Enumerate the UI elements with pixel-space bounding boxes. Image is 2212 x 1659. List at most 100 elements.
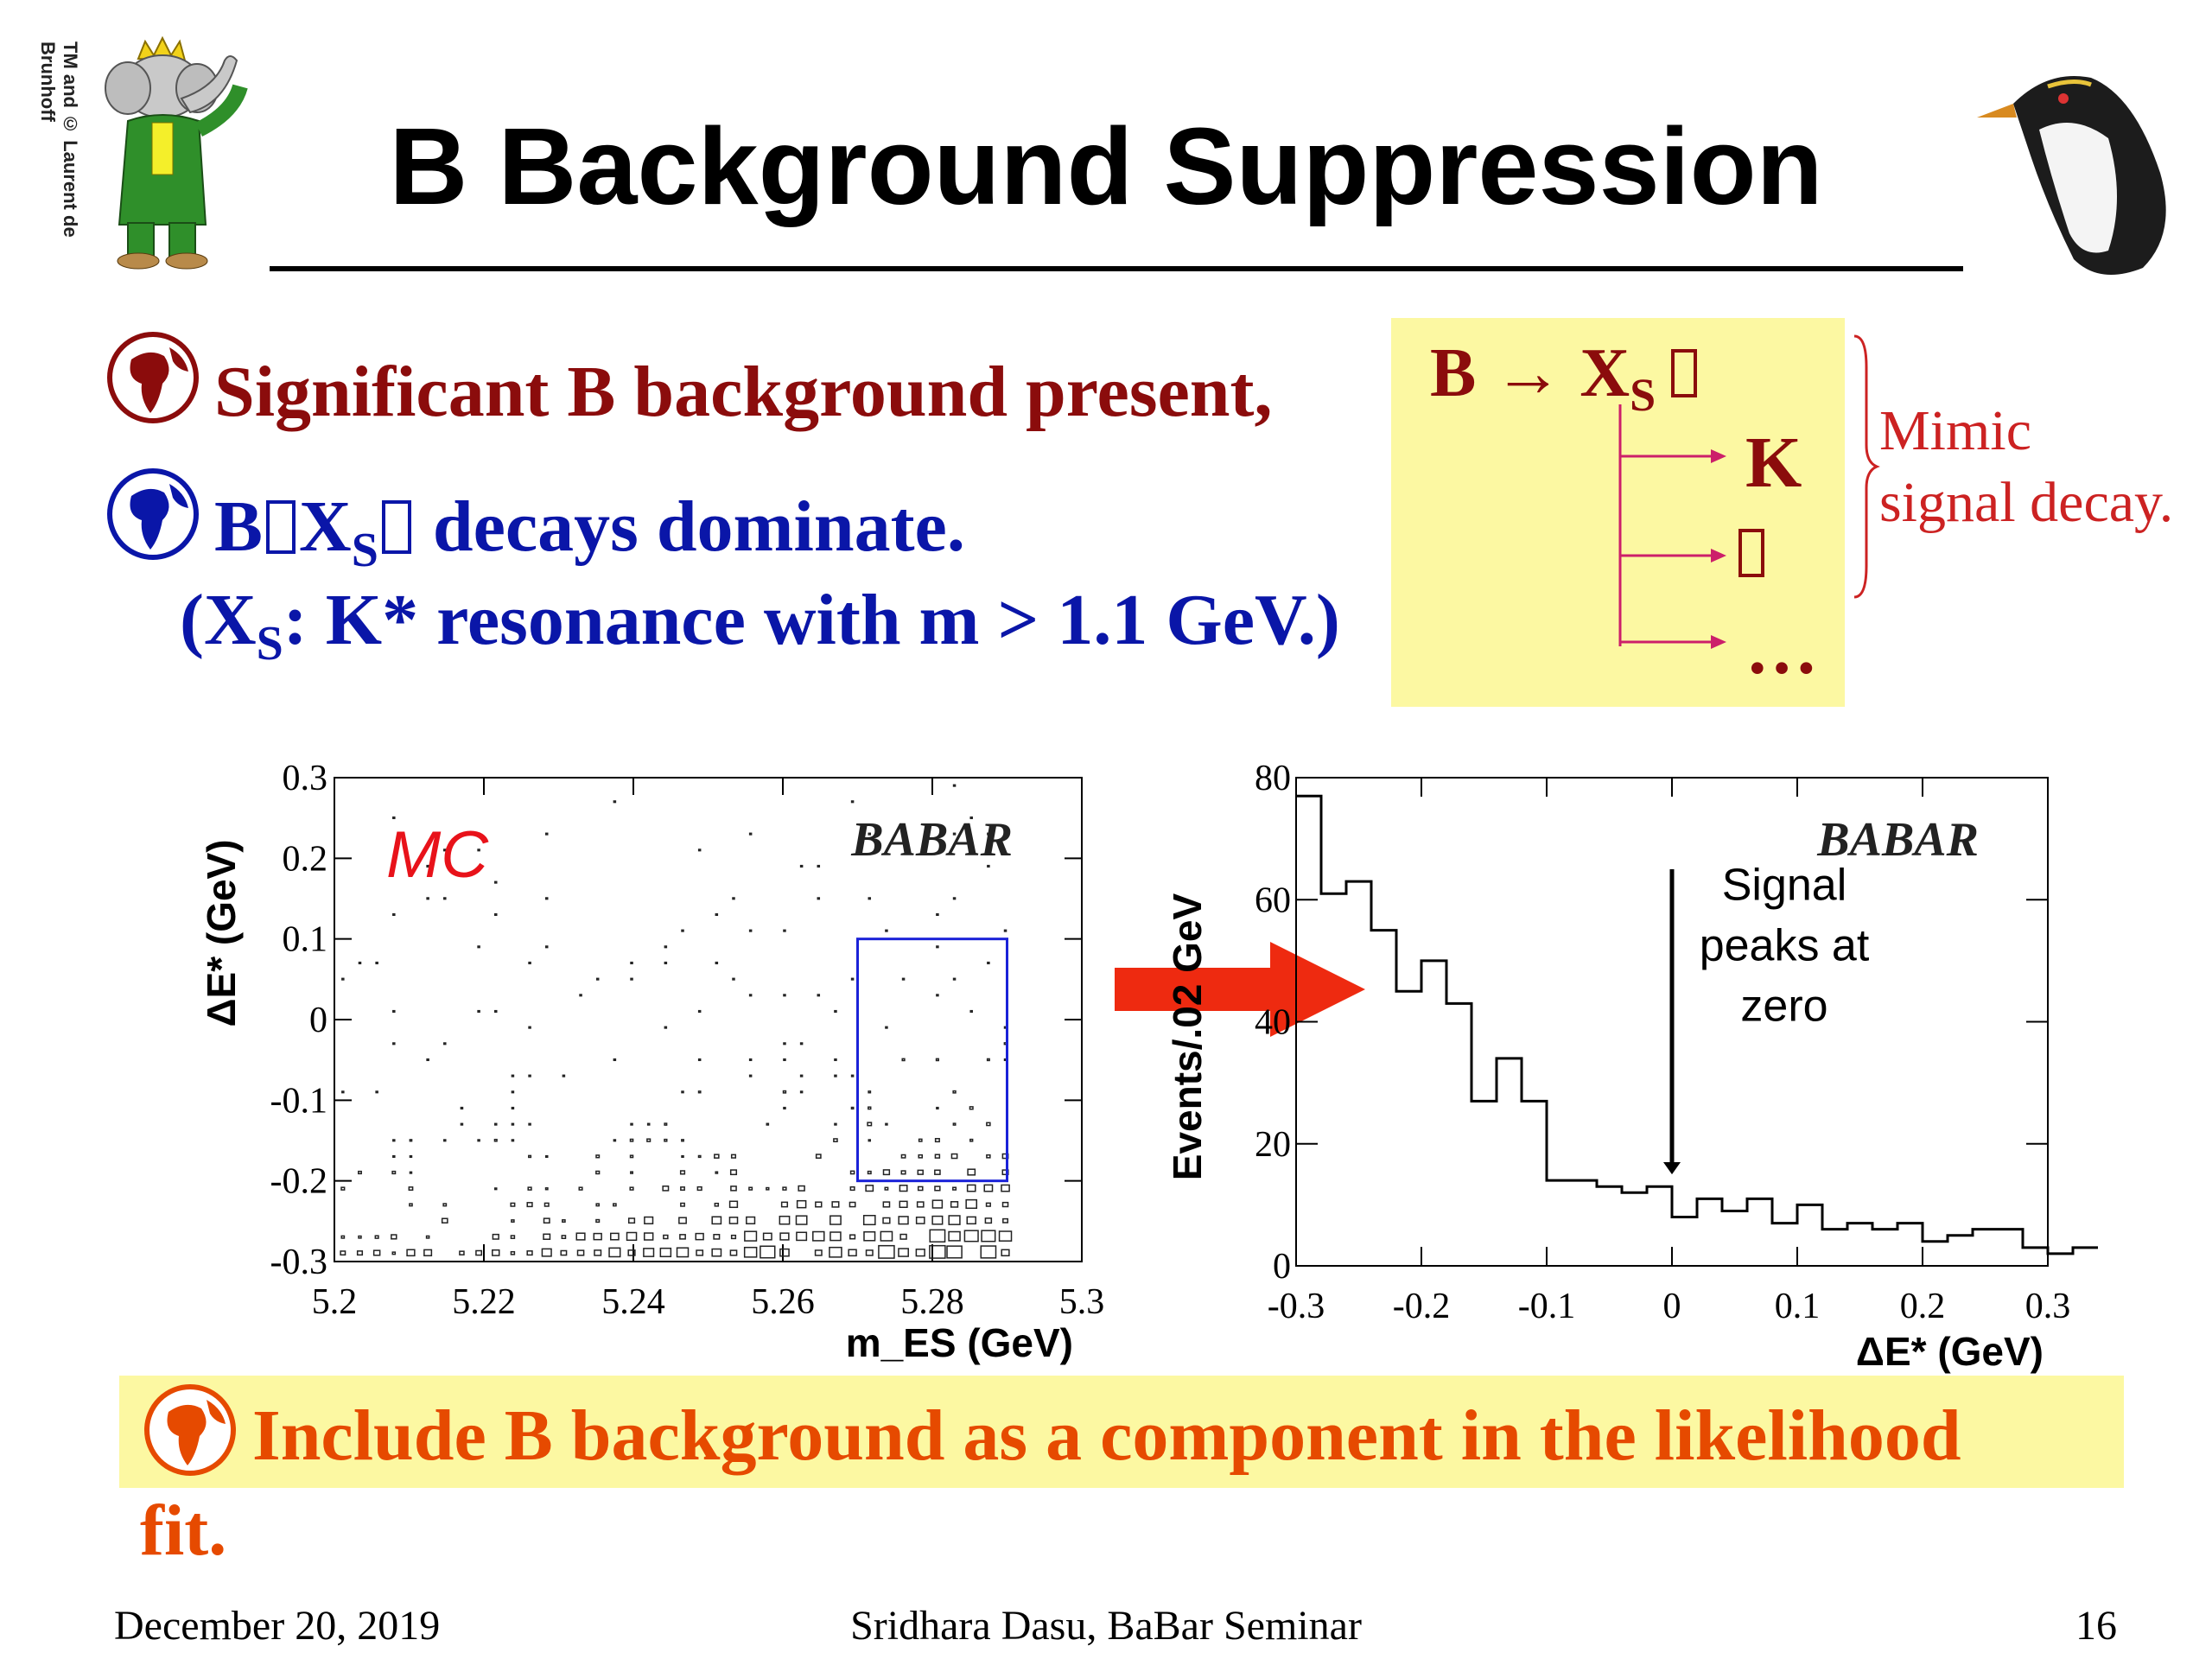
- mc-label: MC: [386, 818, 489, 892]
- signal-region-box: [856, 938, 1008, 1183]
- density-box: [849, 1185, 855, 1192]
- density-box: [743, 1246, 758, 1258]
- x-tick-label: 5.24: [601, 1282, 665, 1322]
- density-box: [510, 1250, 516, 1255]
- density-box: [966, 1216, 976, 1225]
- density-box: [528, 1122, 531, 1126]
- density-box: [562, 1219, 566, 1224]
- density-box: [714, 1154, 720, 1159]
- bullet2-b: B: [214, 486, 264, 567]
- density-box: [748, 1186, 753, 1191]
- footer-date: December 20, 2019: [114, 1603, 441, 1649]
- bullet-significant-background: Significant B background present,: [214, 352, 1273, 432]
- density-box: [341, 977, 345, 981]
- density-box: [695, 1232, 704, 1241]
- density-box: [966, 1184, 976, 1192]
- density-box: [969, 1138, 974, 1142]
- density-box: [834, 1074, 837, 1077]
- density-box: [884, 1186, 889, 1191]
- density-box: [799, 864, 804, 868]
- density-box: [494, 1187, 498, 1191]
- histogram-line: [1296, 794, 2098, 1255]
- density-box: [392, 1009, 396, 1014]
- y-tick-label: -0.3: [270, 1243, 328, 1282]
- density-box: [865, 1185, 874, 1192]
- density-box: [494, 1122, 498, 1126]
- density-box: [934, 1154, 941, 1159]
- density-box: [868, 832, 872, 836]
- density-box: [560, 1249, 568, 1256]
- density-box: [748, 994, 753, 997]
- density-box: [760, 1245, 776, 1259]
- x-tick-label: 5.22: [452, 1282, 516, 1322]
- density-box: [629, 1138, 634, 1142]
- logo-credit-vertical: TM and © Laurent de Brunhoff: [37, 41, 81, 266]
- density-box: [782, 1186, 787, 1191]
- density-box: [952, 832, 957, 836]
- density-box: [899, 1185, 908, 1192]
- density-box: [849, 1170, 855, 1175]
- density-box: [815, 1154, 822, 1159]
- bullet2-post: decays dominate.: [414, 486, 965, 567]
- density-box: [392, 1154, 396, 1159]
- density-box: [987, 864, 990, 868]
- density-box: [799, 1074, 804, 1077]
- density-box: [814, 1249, 823, 1256]
- density-box: [783, 1042, 786, 1046]
- babar-label: BABAR: [850, 813, 1013, 867]
- x-tick-label: 0.2: [1900, 1287, 1946, 1326]
- density-box: [460, 1122, 464, 1126]
- density-box: [728, 1200, 739, 1209]
- density-box: [579, 994, 582, 997]
- density-box: [544, 897, 549, 900]
- density-box: [492, 1249, 500, 1256]
- y-tick-label: 0.1: [283, 920, 328, 960]
- y-tick-label: 0.2: [283, 839, 328, 879]
- density-box: [409, 1139, 413, 1142]
- scatter-chart: 0.3 0.2 0.1 0 -0.1 -0.2 -0.35.2 5.22 5.24 5.26 5.2…: [199, 760, 1104, 1365]
- conclusion-box: [119, 1376, 2124, 1488]
- density-box: [610, 1232, 620, 1241]
- density-box: [510, 1235, 516, 1239]
- density-box: [849, 1234, 856, 1240]
- density-box: [594, 1249, 602, 1256]
- density-box: [850, 1074, 855, 1077]
- density-box: [392, 816, 396, 820]
- density-box: [544, 1154, 549, 1159]
- density-box: [681, 929, 684, 932]
- density-box: [986, 1154, 991, 1159]
- density-box: [392, 1139, 396, 1142]
- density-box: [963, 1230, 979, 1243]
- decay-note: Mimic signal decay.: [1879, 396, 2173, 538]
- density-box: [492, 1233, 499, 1240]
- density-box: [815, 1201, 823, 1208]
- density-box: [831, 1201, 840, 1208]
- density-box: [528, 1154, 532, 1159]
- density-box: [595, 1218, 601, 1224]
- density-box: [714, 1202, 720, 1207]
- density-box: [744, 1230, 758, 1242]
- density-box: [643, 1248, 655, 1257]
- bullet2-sub: S: [351, 523, 378, 577]
- density-box: [715, 1171, 719, 1174]
- density-box: [980, 1245, 997, 1259]
- signal-arrow-head: [1663, 1161, 1681, 1175]
- density-box: [969, 1106, 974, 1110]
- density-box: [779, 1232, 790, 1241]
- density-box: [915, 1216, 925, 1224]
- globe-bullet-icon: [105, 330, 200, 425]
- density-box: [494, 1009, 498, 1014]
- density-box: [931, 1199, 944, 1209]
- density-box: [511, 1122, 515, 1126]
- density-box: [732, 977, 735, 981]
- density-box: [1003, 832, 1007, 836]
- density-box: [728, 1217, 739, 1224]
- density-box: [543, 1217, 550, 1224]
- density-box: [1002, 1217, 1009, 1224]
- density-box: [644, 1216, 654, 1224]
- density-box: [952, 784, 957, 787]
- density-box: [1001, 1201, 1009, 1208]
- density-box: [817, 994, 821, 997]
- density-box: [409, 1171, 413, 1174]
- density-box: [965, 1198, 978, 1210]
